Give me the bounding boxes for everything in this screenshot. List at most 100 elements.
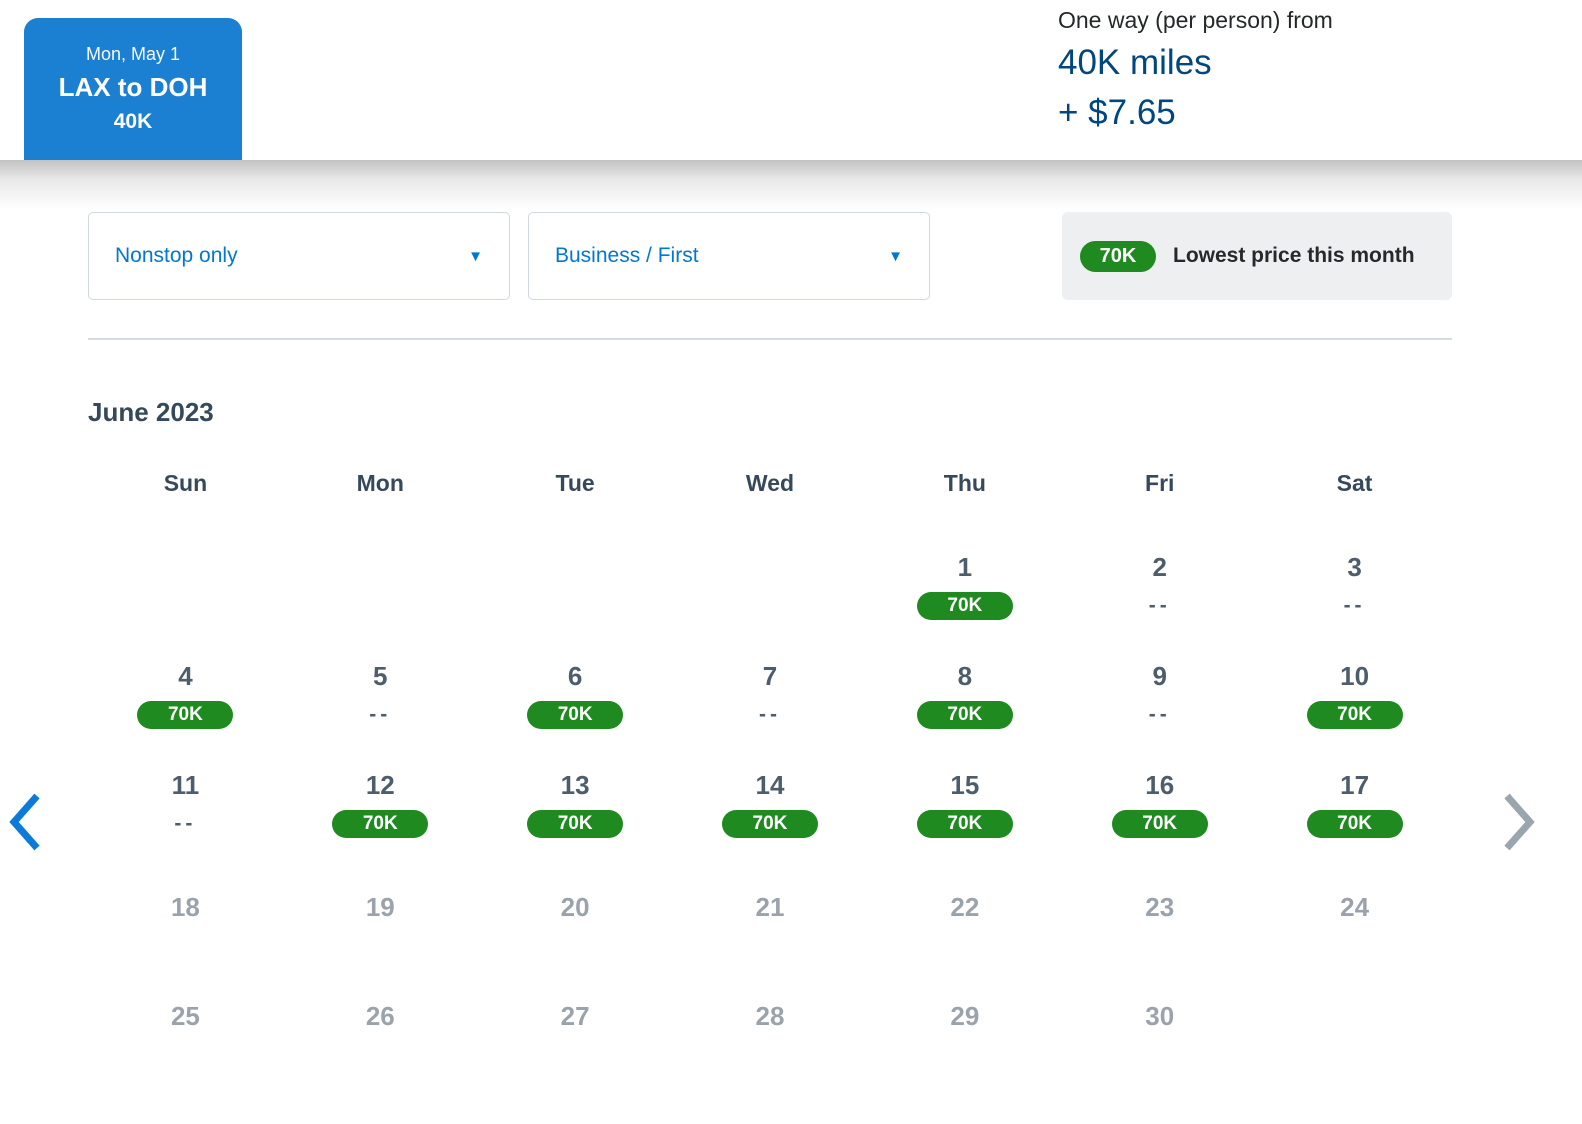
calendar-day-8[interactable]: 8 70K — [867, 625, 1062, 734]
next-month-button — [1500, 791, 1538, 853]
calendar-day-12[interactable]: 12 70K — [283, 734, 478, 843]
calendar-day-19: 19 — [283, 843, 478, 952]
price-badge: 70K — [916, 701, 1013, 729]
calendar-day-13[interactable]: 13 70K — [478, 734, 673, 843]
calendar-day-17[interactable]: 17 70K — [1257, 734, 1452, 843]
cabin-filter-value: Business / First — [555, 244, 699, 267]
calendar-day-2: 2 -- — [1062, 516, 1257, 625]
price-badge: 70K — [1306, 810, 1403, 838]
day-number: 3 — [1347, 552, 1362, 582]
day-number: 26 — [365, 1001, 395, 1031]
calendar-day-4[interactable]: 4 70K — [88, 625, 283, 734]
price-summary: One way (per person) from 40K miles + $7… — [1058, 2, 1333, 138]
day-number: 11 — [171, 770, 200, 800]
calendar-empty-cell — [673, 516, 868, 625]
no-availability-dashes: -- — [174, 812, 197, 835]
calendar-day-7: 7 -- — [673, 625, 868, 734]
calendar-day-14[interactable]: 14 70K — [673, 734, 868, 843]
day-number: 8 — [957, 661, 973, 691]
day-number: 20 — [560, 892, 590, 922]
cabin-filter-dropdown[interactable]: Business / First ▼ — [528, 212, 930, 300]
price-badge: 70K — [527, 701, 624, 729]
calendar-day-28: 28 — [673, 952, 868, 1061]
calendar-day-23: 23 — [1062, 843, 1257, 952]
price-badge: 70K — [527, 810, 624, 838]
price-summary-prefix: One way (per person) from — [1058, 7, 1333, 33]
day-number: 6 — [567, 661, 583, 691]
calendar-day-21: 21 — [673, 843, 868, 952]
previous-month-button[interactable] — [6, 791, 44, 853]
calendar-day-16[interactable]: 16 70K — [1062, 734, 1257, 843]
calendar-day-18: 18 — [88, 843, 283, 952]
stops-filter-value: Nonstop only — [115, 244, 238, 267]
day-number: 28 — [755, 1001, 785, 1031]
price-badge: 70K — [916, 810, 1013, 838]
no-availability-dashes: -- — [1148, 703, 1171, 726]
day-header-tue: Tue — [555, 469, 595, 496]
day-number: 13 — [560, 770, 590, 800]
price-badge: 70K — [916, 592, 1013, 620]
day-header-thu: Thu — [943, 469, 986, 496]
legend-price-badge: 70K — [1080, 240, 1156, 272]
calendar-day-29: 29 — [867, 952, 1062, 1061]
day-header-sat: Sat — [1336, 469, 1373, 496]
lowest-price-legend: 70K Lowest price this month — [1062, 212, 1452, 300]
day-header-wed: Wed — [745, 469, 795, 496]
calendar-empty-cell — [88, 516, 283, 625]
day-number: 4 — [178, 661, 193, 691]
tab-route: LAX to DOH — [58, 72, 208, 102]
day-number: 18 — [170, 892, 200, 922]
calendar-day-15[interactable]: 15 70K — [867, 734, 1062, 843]
chevron-left-icon — [9, 793, 40, 851]
day-header-sun: Sun — [163, 469, 208, 496]
selected-flight-tab[interactable]: Mon, May 1 LAX to DOH 40K — [24, 18, 242, 160]
calendar-grid: Sun Mon Tue Wed Thu Fri Sat 1 70K 2 -- 3 -- 4 70K 5 -- 6 7… — [88, 450, 1452, 1061]
no-availability-dashes: -- — [369, 703, 392, 726]
no-availability-dashes: -- — [1343, 594, 1366, 617]
calendar-empty-cell — [1257, 952, 1452, 1061]
legend-label: Lowest price this month — [1173, 244, 1415, 267]
price-badge: 70K — [721, 810, 818, 838]
day-number: 15 — [950, 770, 980, 800]
day-number: 14 — [755, 770, 785, 800]
calendar-day-26: 26 — [283, 952, 478, 1061]
stops-filter-dropdown[interactable]: Nonstop only ▼ — [88, 212, 510, 300]
price-badge: 70K — [137, 701, 234, 729]
calendar-day-6[interactable]: 6 70K — [478, 625, 673, 734]
day-number: 27 — [560, 1001, 590, 1031]
chevron-down-icon: ▼ — [468, 247, 483, 265]
calendar-day-1[interactable]: 1 70K — [867, 516, 1062, 625]
day-number: 12 — [365, 770, 395, 800]
calendar-day-3: 3 -- — [1257, 516, 1452, 625]
tab-date: Mon, May 1 — [85, 44, 181, 64]
day-number: 21 — [755, 892, 785, 922]
day-number: 23 — [1145, 892, 1175, 922]
calendar-empty-cell — [478, 516, 673, 625]
chevron-right-icon — [1504, 793, 1535, 851]
day-number: 10 — [1340, 661, 1370, 691]
day-number: 25 — [170, 1001, 200, 1031]
calendar-day-24: 24 — [1257, 843, 1452, 952]
calendar-day-5: 5 -- — [283, 625, 478, 734]
calendar-empty-cell — [283, 516, 478, 625]
calendar-day-10[interactable]: 10 70K — [1257, 625, 1452, 734]
calendar-day-30: 30 — [1062, 952, 1257, 1061]
calendar-day-11: 11 -- — [88, 734, 283, 843]
day-number: 22 — [950, 892, 980, 922]
day-number: 5 — [373, 661, 388, 691]
calendar-day-25: 25 — [88, 952, 283, 1061]
day-number: 19 — [365, 892, 395, 922]
day-number: 24 — [1340, 892, 1370, 922]
no-availability-dashes: -- — [758, 703, 781, 726]
month-title: June 2023 — [88, 397, 214, 427]
day-header-mon: Mon — [356, 469, 404, 496]
day-number: 17 — [1340, 770, 1370, 800]
day-number: 16 — [1145, 770, 1175, 800]
no-availability-dashes: -- — [1148, 594, 1171, 617]
day-number: 9 — [1152, 661, 1167, 691]
price-badge: 70K — [1111, 810, 1208, 838]
day-number: 1 — [957, 552, 973, 582]
day-header-fri: Fri — [1145, 469, 1175, 496]
day-number: 2 — [1152, 552, 1167, 582]
calendar-day-9: 9 -- — [1062, 625, 1257, 734]
